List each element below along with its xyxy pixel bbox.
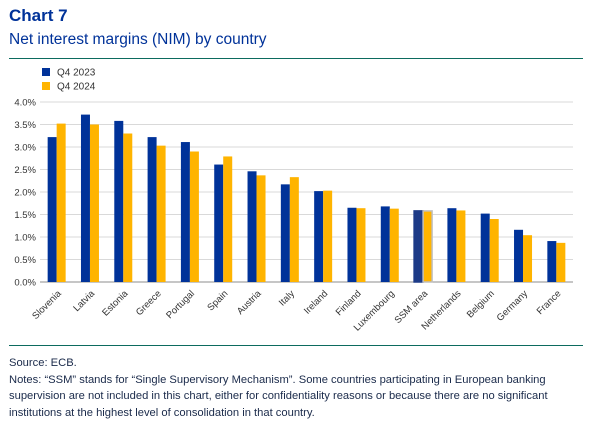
x-tick-label: Italy bbox=[277, 288, 297, 308]
y-tick-label: 0.5% bbox=[14, 255, 36, 266]
bar-q4-2023 bbox=[480, 213, 490, 282]
y-tick-label: 0.0% bbox=[14, 278, 36, 289]
bar-q4-2024 bbox=[556, 242, 566, 282]
bar-q4-2023 bbox=[114, 120, 124, 283]
y-tick-label: 3.0% bbox=[14, 143, 36, 154]
bar-q4-2023 bbox=[180, 142, 190, 282]
y-tick-label: 4.0% bbox=[14, 98, 36, 109]
legend-label: Q4 2024 bbox=[57, 82, 96, 93]
bar-q4-2023 bbox=[514, 229, 524, 282]
x-tick-label: Germany bbox=[495, 288, 531, 324]
bar-q4-2024 bbox=[456, 210, 466, 282]
bar-q4-2023 bbox=[214, 164, 224, 282]
bar-q4-2024 bbox=[56, 123, 66, 282]
x-tick-label: France bbox=[535, 288, 564, 317]
x-tick-label: Spain bbox=[205, 288, 230, 313]
legend-label: Q4 2023 bbox=[57, 68, 96, 79]
bar-q4-2024 bbox=[389, 208, 399, 282]
bar-q4-2024 bbox=[323, 190, 333, 282]
bar-q4-2024 bbox=[523, 235, 533, 282]
bar-q4-2024 bbox=[422, 210, 433, 283]
bar-q4-2023 bbox=[347, 207, 357, 282]
chart-footnotes: Source: ECB. Notes: “SSM” stands for “Si… bbox=[9, 355, 589, 421]
y-tick-label: 1.0% bbox=[14, 233, 36, 244]
bar-q4-2023 bbox=[380, 206, 390, 282]
bar-q4-2023 bbox=[447, 208, 457, 282]
x-tick-label: Estonia bbox=[100, 288, 131, 319]
bar-q4-2023 bbox=[247, 171, 257, 282]
x-tick-label: Finland bbox=[334, 288, 364, 318]
bar-q4-2024 bbox=[223, 156, 233, 282]
notes-text: Notes: “SSM” stands for “Single Supervis… bbox=[9, 373, 548, 419]
x-tick-label: Ireland bbox=[302, 288, 330, 316]
bar-q4-2023 bbox=[413, 210, 424, 283]
x-tick-label: Slovenia bbox=[30, 288, 64, 322]
bar-q4-2024 bbox=[256, 175, 266, 282]
bar-q4-2024 bbox=[123, 133, 133, 282]
bar-chart: 0.0% 0.5% 1.0% 1.5% 2.0% 2.5% 3.0% 3.5% 4.0% Slov… bbox=[14, 68, 573, 333]
bar-q4-2023 bbox=[80, 114, 90, 282]
legend-swatch bbox=[42, 68, 50, 76]
x-tick-label: Latvia bbox=[71, 288, 97, 314]
y-tick-label: 3.5% bbox=[14, 120, 36, 131]
bar-q4-2024 bbox=[189, 151, 199, 282]
x-tick-label: Greece bbox=[134, 288, 164, 318]
bar-q4-2024 bbox=[489, 219, 499, 282]
bar-q4-2023 bbox=[280, 184, 290, 282]
y-tick-label: 2.5% bbox=[14, 165, 36, 176]
chart-label: Chart 7 bbox=[9, 6, 68, 25]
bar-q4-2024 bbox=[356, 208, 366, 282]
bar-q4-2024 bbox=[289, 177, 299, 282]
x-tick-label: Austria bbox=[235, 288, 264, 317]
y-tick-label: 1.5% bbox=[14, 210, 36, 221]
bar-q4-2023 bbox=[147, 137, 157, 282]
bar-q4-2024 bbox=[156, 145, 166, 282]
bar-q4-2023 bbox=[314, 191, 324, 282]
source-note: Source: ECB. bbox=[9, 357, 77, 369]
bar-q4-2024 bbox=[89, 124, 99, 282]
bar-q4-2023 bbox=[547, 241, 557, 282]
x-tick-label: Belgium bbox=[465, 288, 497, 320]
bottom-divider bbox=[9, 345, 583, 346]
y-tick-label: 2.0% bbox=[14, 188, 36, 199]
bar-q4-2023 bbox=[47, 137, 57, 282]
x-tick-label: Portugal bbox=[164, 288, 197, 321]
top-divider bbox=[9, 58, 583, 59]
chart-title: Net interest margins (NIM) by country bbox=[9, 31, 267, 48]
legend-swatch bbox=[42, 82, 50, 90]
